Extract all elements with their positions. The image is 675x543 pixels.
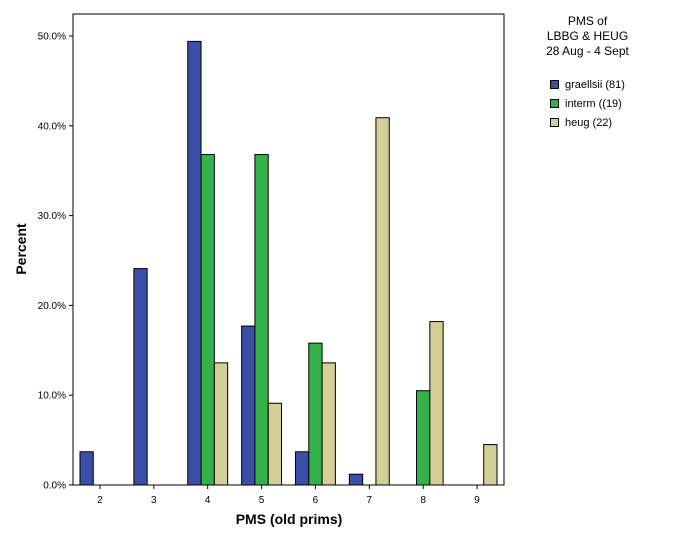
bar-graellsii-5	[241, 325, 256, 486]
legend-swatch-graellsii	[550, 80, 559, 89]
legend-label-interm: interm ((19)	[565, 97, 622, 110]
bar-graellsii-7	[348, 473, 364, 486]
bar-heug-4	[213, 362, 229, 486]
plot-frame	[72, 13, 505, 486]
x-tick-label: 7	[367, 495, 373, 506]
bar-heug-9	[483, 444, 498, 486]
y-tick-label: 20.0%	[38, 301, 66, 312]
legend-item-graellsii: graellsii (81)	[550, 75, 655, 94]
legend-title: PMS of LBBG & HEUG 28 Aug - 4 Sept	[520, 14, 655, 59]
bar-heug-6	[321, 362, 336, 486]
legend-item-interm: interm ((19)	[550, 94, 655, 113]
bars-group	[79, 40, 498, 486]
x-tick-label: 6	[313, 495, 319, 506]
legend-title-line-3: 28 Aug - 4 Sept	[546, 44, 629, 58]
legend-items: graellsii (81) interm ((19) heug (22)	[550, 75, 655, 132]
bar-graellsii-2	[79, 451, 94, 486]
x-tick-label: 2	[97, 495, 103, 506]
bar-graellsii-3	[133, 268, 148, 486]
y-tick-label: 10.0%	[38, 391, 66, 402]
legend-swatch-heug	[550, 118, 559, 127]
legend-item-heug: heug (22)	[550, 113, 655, 132]
y-axis: 0.0% 10.0% 20.0% 30.0% 40.0% 50.0%	[38, 32, 73, 492]
y-axis-title: Percent	[13, 223, 29, 275]
y-tick-label: 30.0%	[38, 211, 66, 222]
legend: PMS of LBBG & HEUG 28 Aug - 4 Sept grael…	[520, 14, 655, 132]
x-tick-label: 9	[474, 495, 480, 506]
bar-interm-4	[200, 154, 215, 486]
legend-title-line-1: PMS of	[567, 14, 608, 28]
bar-interm-6	[308, 342, 323, 486]
x-tick-label: 3	[151, 495, 157, 506]
legend-title-line-2: LBBG & HEUG	[546, 29, 629, 43]
bar-heug-5	[267, 402, 283, 486]
bar-interm-8	[416, 390, 431, 486]
x-axis-title: PMS (old prims)	[236, 511, 343, 527]
y-tick-label: 40.0%	[38, 121, 66, 132]
y-tick-label: 50.0%	[38, 32, 66, 43]
x-tick-label: 5	[259, 495, 265, 506]
bar-graellsii-6	[294, 451, 310, 486]
y-tick-label: 0.0%	[43, 481, 66, 492]
legend-swatch-interm	[550, 99, 559, 108]
x-axis: 2 3 4 5 6 7 8 9	[97, 485, 480, 506]
x-tick-label: 8	[420, 495, 426, 506]
bar-interm-5	[254, 154, 269, 486]
bar-heug-8	[429, 321, 444, 486]
legend-label-graellsii: graellsii (81)	[565, 78, 625, 91]
bar-heug-7	[375, 117, 390, 486]
legend-label-heug: heug (22)	[565, 116, 613, 129]
bar-graellsii-4	[187, 40, 202, 486]
x-tick-label: 4	[205, 495, 211, 506]
